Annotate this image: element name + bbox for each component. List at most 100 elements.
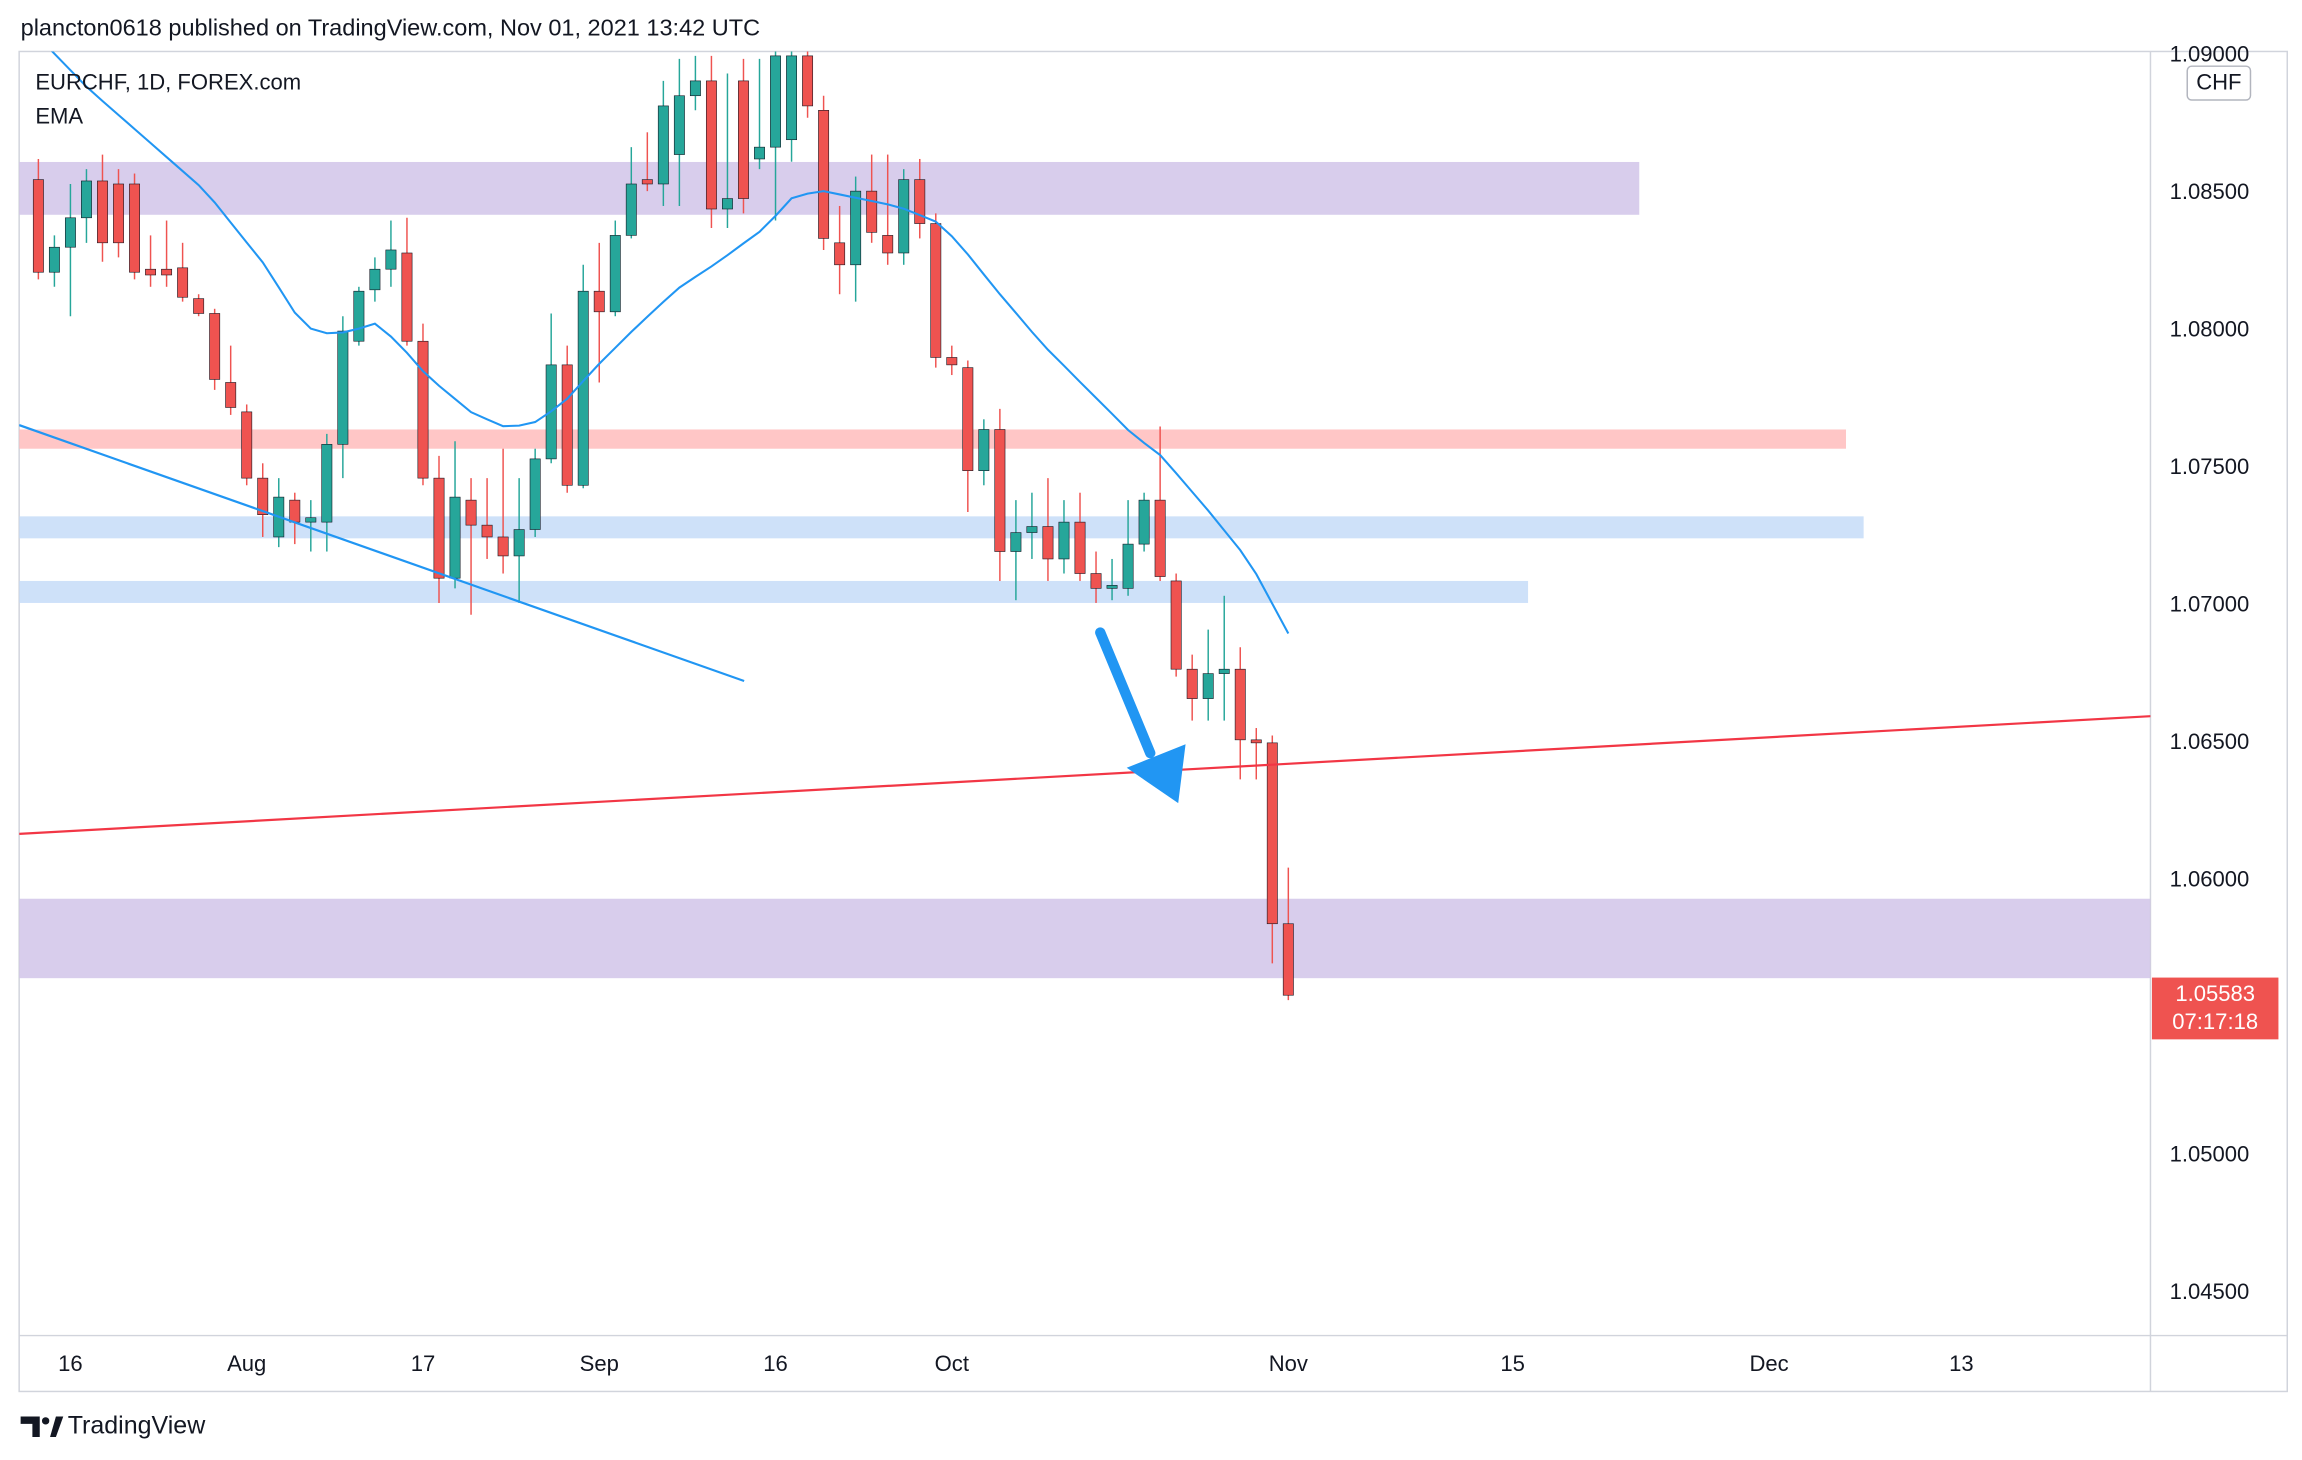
candle-body <box>738 80 749 199</box>
candle-body <box>705 80 717 210</box>
candle-body <box>193 298 205 314</box>
candle-body <box>561 364 573 486</box>
candle-body <box>818 110 830 239</box>
candle-body <box>577 290 589 486</box>
trend-line <box>19 424 745 683</box>
candle-body <box>465 499 477 526</box>
x-tick-label: 16 <box>58 1351 83 1376</box>
candle-body <box>850 190 862 266</box>
price-zone <box>19 429 1846 449</box>
y-tick-label: 1.04500 <box>2170 1279 2250 1304</box>
candle-body <box>497 536 509 557</box>
candle-body <box>802 55 814 107</box>
y-tick-label: 1.06500 <box>2170 729 2250 754</box>
candle-body <box>866 190 878 233</box>
candle-body <box>257 477 269 515</box>
candle-body <box>834 242 846 266</box>
candle-body <box>1138 499 1150 545</box>
candle-body <box>1026 526 1038 533</box>
candle-body <box>754 146 765 160</box>
candle-body <box>209 313 221 380</box>
candle-body <box>1154 499 1166 577</box>
y-tick-label: 1.07000 <box>2170 592 2250 617</box>
candle-body <box>385 249 397 270</box>
candle-body <box>289 499 301 523</box>
publish-header: plancton0618 published on TradingView.co… <box>21 15 761 41</box>
candle-body <box>433 477 445 579</box>
candle-body <box>770 55 781 148</box>
candle-body <box>930 223 942 358</box>
y-tick-label: 1.06000 <box>2170 866 2250 891</box>
y-tick-label: 1.07500 <box>2170 454 2250 479</box>
x-tick-label: Sep <box>580 1351 619 1376</box>
candle-body <box>32 179 44 273</box>
y-tick-label: 1.08500 <box>2170 179 2250 204</box>
annotation-arrow-head <box>1126 744 1186 804</box>
trend-line <box>19 715 2151 835</box>
candle-body <box>145 268 157 276</box>
candle-body <box>593 290 605 313</box>
x-tick-label: Nov <box>1269 1351 1308 1376</box>
candle-body <box>1074 521 1086 574</box>
last-price-box <box>2151 977 2279 1040</box>
candle-body <box>1186 668 1198 699</box>
annotation-arrow <box>1095 627 1156 759</box>
candle-body <box>641 179 653 185</box>
candle-body <box>129 183 140 273</box>
indicator-legend: EMA <box>35 103 83 128</box>
x-tick-label: Aug <box>227 1351 266 1376</box>
candle-body <box>161 268 173 276</box>
candle-body <box>1058 521 1070 560</box>
candle-body <box>353 290 365 342</box>
candle-body <box>882 235 894 254</box>
candle-body <box>1218 668 1230 674</box>
currency-label: CHF <box>2196 70 2241 95</box>
candle-body <box>1266 742 1278 925</box>
candle-body <box>401 252 413 342</box>
last-price-label: 1.05583 <box>2175 981 2255 1006</box>
price-zone <box>19 516 1864 539</box>
footer-logo <box>20 1416 64 1438</box>
candle-body <box>946 357 958 366</box>
candle-body <box>513 529 525 557</box>
x-tick-label: 16 <box>763 1351 788 1376</box>
candle-body <box>1282 923 1294 996</box>
candle-body <box>1170 580 1182 670</box>
candle-body <box>369 268 381 291</box>
candle-body <box>609 235 621 313</box>
ema-line <box>50 51 1290 634</box>
x-tick-label: 13 <box>1949 1351 1974 1376</box>
price-zone <box>19 580 1529 603</box>
x-tick-label: Oct <box>935 1351 969 1376</box>
candle-body <box>113 183 124 244</box>
candle-body <box>1234 668 1246 741</box>
candle-body <box>978 429 990 472</box>
x-tick-label: 15 <box>1500 1351 1525 1376</box>
candle-body <box>305 517 317 523</box>
candle-body <box>225 382 237 408</box>
x-tick-label: 17 <box>411 1351 436 1376</box>
candle-body <box>625 183 637 236</box>
y-tick-label: 1.08000 <box>2170 317 2250 342</box>
y-tick-label: 1.09000 <box>2170 42 2250 67</box>
candle-body <box>97 180 108 244</box>
currency-box <box>2186 65 2252 101</box>
candle-body <box>529 458 541 530</box>
candle-body <box>1106 585 1118 589</box>
candle-body <box>48 246 60 273</box>
candle-body <box>417 340 429 479</box>
candle-body <box>898 179 910 254</box>
candle-body <box>1042 526 1054 560</box>
candle-body <box>673 95 685 155</box>
candle-body <box>1250 739 1262 744</box>
price-zone <box>19 161 1640 215</box>
candle-body <box>177 267 189 298</box>
candle-body <box>689 80 701 97</box>
candle-body <box>914 179 926 224</box>
candle-body <box>449 496 461 579</box>
candle-body <box>657 105 669 185</box>
candle-body <box>1202 673 1214 699</box>
